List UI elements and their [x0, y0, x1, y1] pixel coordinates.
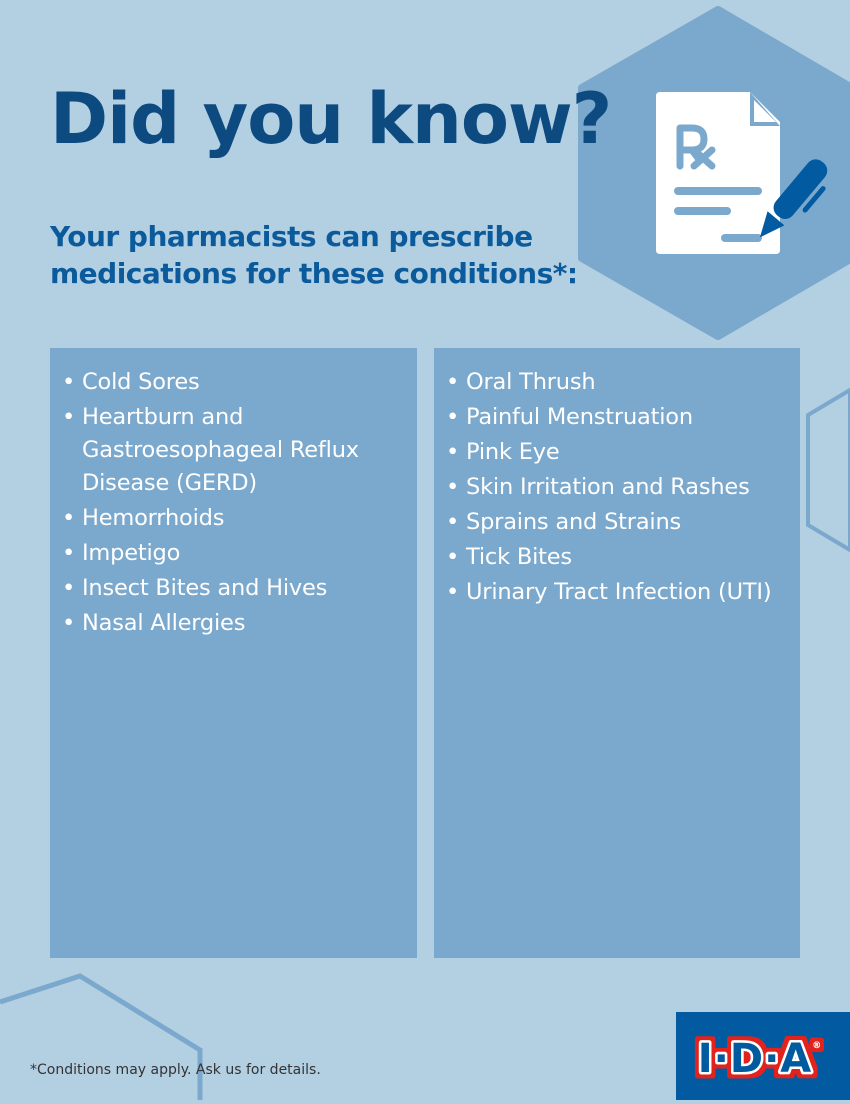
- list-item: Oral Thrush: [446, 366, 800, 399]
- conditions-panel-right: Oral Thrush Painful Menstruation Pink Ey…: [434, 348, 800, 958]
- list-item: Nasal Allergies: [62, 607, 417, 640]
- subtitle: Your pharmacists can prescribe medicatio…: [50, 220, 578, 290]
- list-item: Heartburn and Gastroesophageal Reflux Di…: [62, 401, 417, 500]
- hexagon-outline-right: [806, 387, 850, 553]
- list-item: Painful Menstruation: [446, 401, 800, 434]
- list-item: Cold Sores: [62, 366, 417, 399]
- list-item: Impetigo: [62, 537, 417, 570]
- svg-text:I·D·A®: I·D·A®: [698, 1036, 822, 1082]
- list-item: Hemorrhoids: [62, 502, 417, 535]
- list-item: Urinary Tract Infection (UTI): [446, 576, 800, 609]
- ida-logo: I·D·A®: [676, 1012, 850, 1100]
- hexagon-outline-bottom-left: [0, 973, 203, 1100]
- page-title: Did you know?: [50, 78, 612, 160]
- ida-logo-mark: I·D·A®: [695, 1034, 823, 1085]
- footnote: *Conditions may apply. Ask us for detail…: [30, 1062, 321, 1078]
- list-item: Tick Bites: [446, 541, 800, 574]
- list-item: Pink Eye: [446, 436, 800, 469]
- list-item: Insect Bites and Hives: [62, 572, 417, 605]
- conditions-panel-left: Cold Sores Heartburn and Gastroesophagea…: [50, 348, 417, 958]
- prescription-pen-icon: [656, 92, 828, 254]
- list-item: Skin Irritation and Rashes: [446, 471, 800, 504]
- list-item: Sprains and Strains: [446, 506, 800, 539]
